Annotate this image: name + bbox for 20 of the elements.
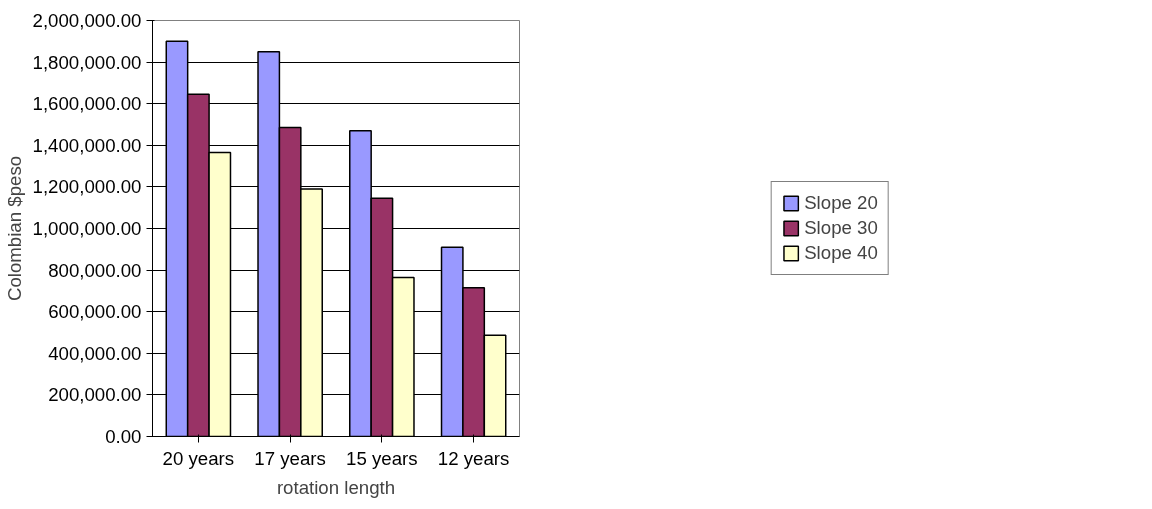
y-tick-label: 1,600,000.00 bbox=[32, 93, 142, 115]
x-tick-label: 12 years bbox=[437, 447, 510, 469]
y-tick-label: 0.00 bbox=[105, 426, 142, 447]
x-axis-title: rotation length bbox=[276, 476, 396, 498]
legend-label: Slope 20 bbox=[804, 192, 878, 214]
y-tick-label: 2,000,000.00 bbox=[32, 10, 142, 31]
legend-label: Slope 30 bbox=[804, 217, 878, 239]
y-tick-label: 800,000.00 bbox=[48, 259, 142, 281]
y-tick-label: 600,000.00 bbox=[48, 301, 142, 323]
y-tick-label: 1,200,000.00 bbox=[32, 176, 142, 198]
x-tick-label: 17 years bbox=[254, 447, 326, 469]
x-tick-label: 15 years bbox=[346, 447, 418, 469]
y-tick-label: 1,800,000.00 bbox=[32, 51, 142, 73]
y-tick-label: 1,000,000.00 bbox=[32, 218, 142, 239]
y-tick-label: 1,400,000.00 bbox=[32, 134, 142, 156]
y-tick-label: 200,000.00 bbox=[48, 384, 142, 406]
y-tick-label: 400,000.00 bbox=[48, 342, 142, 364]
y-axis-title: Colombian $peso bbox=[3, 155, 25, 302]
x-tick-label: 20 years bbox=[162, 447, 235, 469]
legend-label: Slope 40 bbox=[804, 242, 878, 264]
